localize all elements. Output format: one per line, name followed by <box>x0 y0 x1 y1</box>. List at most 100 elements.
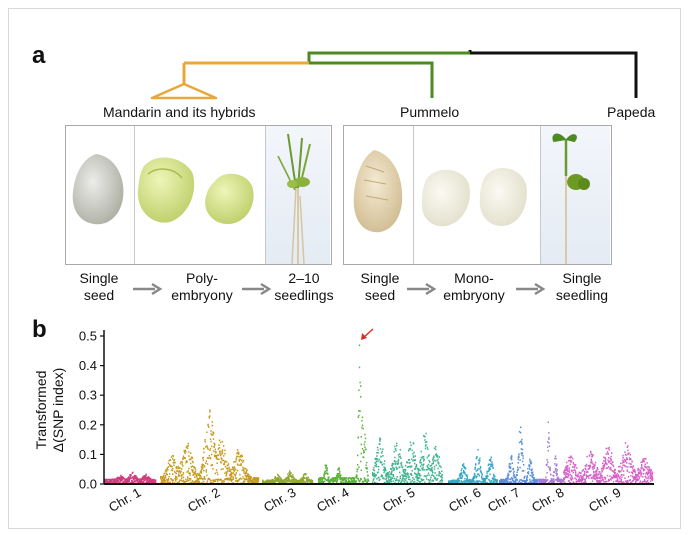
data-point <box>387 472 389 475</box>
data-point <box>360 385 362 387</box>
data-point <box>620 478 622 481</box>
data-point <box>620 480 622 482</box>
data-point <box>569 482 571 484</box>
data-point <box>142 475 144 478</box>
data-point <box>428 459 430 462</box>
data-point <box>644 480 646 483</box>
data-point <box>197 480 199 482</box>
data-point <box>175 472 177 475</box>
data-point <box>427 466 429 468</box>
data-point <box>463 465 465 468</box>
data-point <box>134 474 136 477</box>
data-point <box>340 481 343 484</box>
data-point <box>416 482 418 484</box>
data-point <box>523 464 525 466</box>
data-point <box>474 481 476 484</box>
data-point <box>249 481 251 483</box>
data-point <box>172 455 174 457</box>
data-point <box>572 477 574 480</box>
data-point <box>394 456 396 459</box>
data-point <box>287 473 289 476</box>
data-point <box>423 455 425 458</box>
panel-a-label: a <box>32 42 46 69</box>
data-point <box>188 451 190 453</box>
data-point <box>626 458 628 460</box>
data-point <box>432 461 434 463</box>
data-point <box>417 474 419 476</box>
data-point <box>229 468 231 471</box>
data-point <box>215 450 217 453</box>
data-point <box>226 478 228 481</box>
data-point <box>532 477 534 479</box>
data-point <box>429 480 431 482</box>
data-point <box>408 449 410 452</box>
x-tick-label: Chr. 5 <box>380 485 418 515</box>
data-point <box>361 424 364 427</box>
data-point <box>356 470 358 473</box>
data-point <box>296 479 299 482</box>
data-point <box>223 462 225 465</box>
data-point <box>209 438 212 440</box>
data-point <box>533 477 536 479</box>
data-point <box>575 482 577 484</box>
data-point <box>424 469 426 471</box>
data-point <box>650 473 652 476</box>
data-point <box>564 475 567 477</box>
data-point <box>337 474 340 477</box>
data-point <box>207 448 209 450</box>
data-point <box>210 464 212 467</box>
data-point <box>476 473 479 476</box>
data-point <box>206 445 208 447</box>
data-point <box>607 459 609 462</box>
data-point <box>152 479 154 481</box>
data-point <box>489 473 491 476</box>
data-point <box>615 480 617 482</box>
data-point <box>414 459 416 461</box>
data-point <box>364 433 366 436</box>
data-point <box>280 478 282 480</box>
data-point <box>627 481 629 483</box>
data-point <box>404 475 406 477</box>
data-point <box>327 472 329 475</box>
data-point <box>520 431 522 434</box>
data-point <box>493 477 495 480</box>
data-point <box>477 481 479 484</box>
data-point <box>231 475 233 478</box>
data-point <box>548 432 550 434</box>
data-point <box>432 480 434 482</box>
data-point <box>529 466 531 468</box>
data-point <box>391 462 394 465</box>
data-point <box>374 476 376 478</box>
data-point <box>200 477 203 480</box>
data-point <box>334 478 337 481</box>
data-point <box>433 456 435 458</box>
data-point <box>324 478 326 480</box>
data-point <box>360 469 362 472</box>
data-point <box>182 455 185 458</box>
data-point <box>462 464 464 466</box>
data-point <box>564 476 567 479</box>
data-point <box>319 479 322 482</box>
data-point <box>218 444 220 446</box>
data-point <box>207 424 209 427</box>
data-point <box>216 462 218 464</box>
data-point <box>311 480 314 483</box>
data-point <box>477 448 479 451</box>
data-point <box>642 476 644 478</box>
data-point <box>175 476 177 479</box>
data-point <box>253 481 255 484</box>
data-point <box>173 464 175 466</box>
data-point <box>332 481 334 483</box>
data-point <box>592 454 594 456</box>
data-point <box>241 454 243 457</box>
data-point <box>554 469 557 472</box>
data-point <box>235 480 237 482</box>
data-point <box>430 468 433 470</box>
data-point <box>338 467 340 469</box>
data-point <box>521 443 523 445</box>
data-point <box>574 469 576 471</box>
data-point <box>595 469 597 472</box>
data-point <box>523 477 525 479</box>
data-point <box>644 463 646 466</box>
data-point <box>632 472 634 475</box>
